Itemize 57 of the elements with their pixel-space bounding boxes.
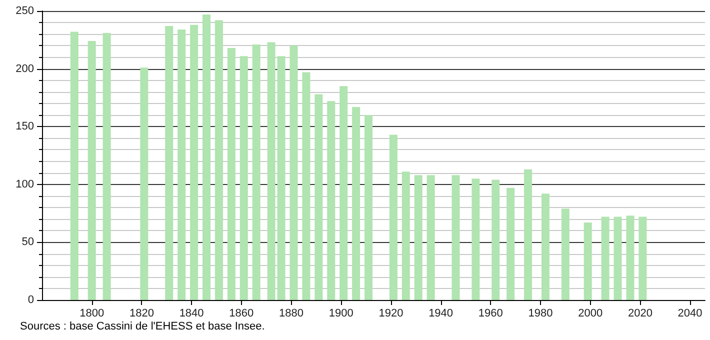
y-tick-label: 50	[22, 236, 34, 248]
bar	[277, 56, 286, 300]
bar	[414, 175, 422, 300]
x-tick-label: 1960	[478, 308, 503, 320]
bar	[638, 216, 647, 300]
bar	[227, 48, 236, 300]
x-tick-label: 1920	[378, 308, 404, 320]
bar	[202, 14, 211, 300]
bar	[389, 134, 398, 300]
bar	[327, 101, 336, 300]
x-tick-label: 2020	[628, 308, 652, 320]
bar	[524, 169, 532, 300]
bar	[601, 216, 610, 300]
x-tick-label: 1880	[279, 308, 304, 320]
bar	[267, 42, 276, 300]
bar	[240, 56, 248, 300]
bar	[214, 20, 223, 300]
bar	[314, 94, 323, 300]
bar	[88, 41, 96, 300]
bar	[426, 175, 435, 300]
y-tick-label: 0	[28, 294, 34, 306]
x-tick-label: 1860	[229, 308, 254, 320]
bar	[140, 68, 148, 300]
bar	[70, 32, 78, 300]
x-tick-label: 1940	[428, 308, 454, 320]
source-note: Sources : base Cassini de l'EHESS et base Insee.	[20, 320, 265, 332]
bar	[626, 216, 634, 300]
bar	[178, 29, 186, 300]
x-tick-label: 1800	[80, 308, 104, 320]
bar	[614, 216, 622, 300]
bar	[452, 175, 460, 300]
bar	[352, 106, 360, 300]
x-tick-label: 2040	[678, 308, 702, 320]
bar	[561, 208, 570, 300]
bar	[302, 72, 310, 300]
y-tick-label: 250	[16, 5, 34, 17]
x-tick-label: 1980	[528, 308, 553, 320]
bar	[506, 188, 515, 300]
bar	[252, 44, 260, 300]
bar	[290, 46, 298, 300]
bar	[584, 222, 592, 300]
bar	[165, 26, 174, 300]
y-tick-label: 150	[16, 120, 34, 133]
y-tick-label: 200	[16, 62, 34, 75]
bar	[492, 180, 500, 300]
bar	[364, 115, 373, 300]
x-tick-label: 1820	[129, 308, 154, 320]
x-tick-label: 1900	[328, 308, 354, 320]
bar	[472, 178, 480, 300]
x-tick-label: 2000	[578, 308, 603, 320]
bar	[541, 194, 550, 300]
bar	[340, 86, 348, 300]
y-tick-label: 100	[16, 178, 34, 190]
bar	[102, 32, 111, 300]
bar	[190, 24, 198, 300]
x-tick-label: 1840	[179, 308, 204, 320]
bar	[402, 172, 410, 300]
